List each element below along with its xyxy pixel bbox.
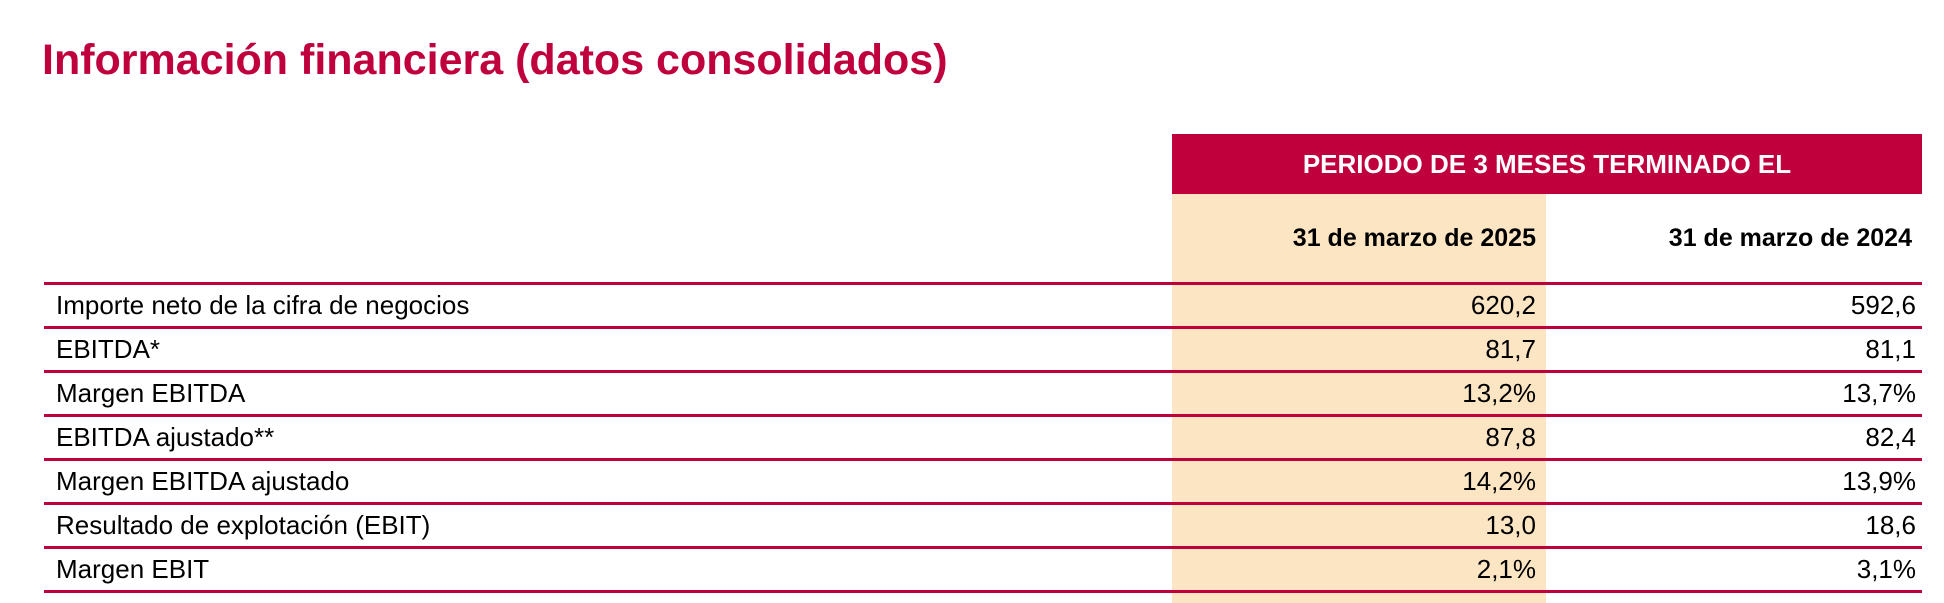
value-2025: 14,2% — [1462, 466, 1536, 496]
period-header: PERIODO DE 3 MESES TERMINADO EL — [1172, 134, 1922, 194]
row-label: Margen EBITDA ajustado — [56, 466, 350, 496]
row-label: Resultado de explotación (EBIT) — [56, 510, 431, 540]
value-2025: 620,2 — [1470, 290, 1536, 320]
table-row: EBITDA ajustado** 87,8 82,4 — [44, 414, 1922, 458]
value-2025: 13,2% — [1462, 378, 1536, 408]
row-label: Margen EBITDA — [56, 378, 246, 408]
page-title: Información financiera (datos consolidad… — [42, 36, 948, 84]
table-body: Importe neto de la cifra de negocios 620… — [44, 282, 1922, 593]
value-2025: 13,0 — [1485, 510, 1536, 540]
value-2025: 2,1% — [1476, 554, 1536, 584]
value-2024: 13,9% — [1842, 466, 1916, 496]
value-2025: 87,8 — [1485, 422, 1536, 452]
value-2024: 18,6 — [1865, 510, 1916, 540]
table-row: Importe neto de la cifra de negocios 620… — [44, 282, 1922, 326]
table-row: Resultado de explotación (EBIT) 13,0 18,… — [44, 502, 1922, 546]
table-row: Margen EBIT 2,1% 3,1% — [44, 546, 1922, 593]
table-row: Margen EBITDA ajustado 14,2% 13,9% — [44, 458, 1922, 502]
value-2024: 13,7% — [1842, 378, 1916, 408]
row-label: Importe neto de la cifra de negocios — [56, 290, 470, 320]
value-2025: 81,7 — [1485, 334, 1536, 364]
table-row: EBITDA* 81,7 81,1 — [44, 326, 1922, 370]
value-2024: 592,6 — [1850, 290, 1916, 320]
table-row: Margen EBITDA 13,2% 13,7% — [44, 370, 1922, 414]
value-2024: 82,4 — [1865, 422, 1916, 452]
value-2024: 3,1% — [1856, 554, 1916, 584]
column-header-2024: 31 de marzo de 2024 — [1668, 223, 1912, 252]
column-header-2025: 31 de marzo de 2025 — [1292, 223, 1536, 252]
row-label: EBITDA ajustado** — [56, 422, 275, 452]
highlight-column-2025 — [1172, 194, 1546, 603]
value-2024: 81,1 — [1865, 334, 1916, 364]
row-label: Margen EBIT — [56, 554, 210, 584]
row-label: EBITDA* — [56, 334, 161, 364]
